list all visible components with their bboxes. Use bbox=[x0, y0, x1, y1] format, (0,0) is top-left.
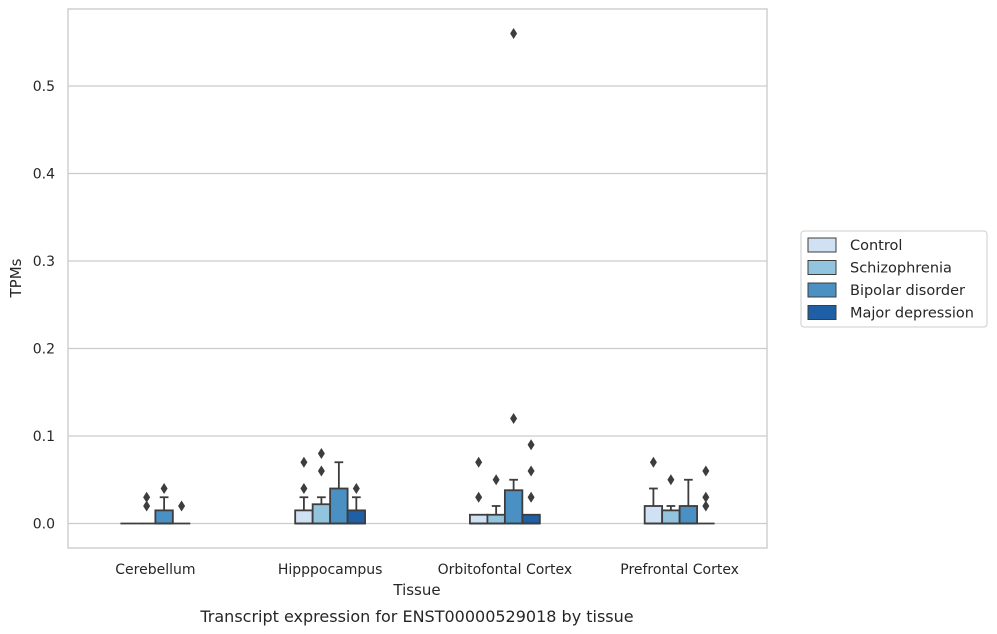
outlier-point bbox=[649, 456, 657, 468]
y-tick-labels: 0.0 0.1 0.2 0.3 0.4 0.5 bbox=[33, 79, 55, 533]
box-group bbox=[486, 505, 506, 525]
outlier-point bbox=[527, 465, 535, 477]
box-body bbox=[154, 509, 174, 525]
outlier-point bbox=[702, 491, 710, 503]
box-body bbox=[503, 489, 524, 525]
box-body bbox=[486, 513, 506, 525]
outlier-point bbox=[317, 448, 325, 459]
box-group bbox=[503, 478, 524, 525]
outlier-point bbox=[702, 465, 710, 477]
box-group bbox=[311, 496, 332, 525]
box-body bbox=[294, 509, 314, 525]
box-group bbox=[294, 496, 314, 525]
legend: Control Schizophrenia Bipolar disorder Majo… bbox=[800, 230, 988, 328]
x-axis-label: Tissue bbox=[392, 581, 440, 599]
y-tick-label: 0.5 bbox=[33, 79, 55, 95]
box-group bbox=[521, 513, 541, 525]
y-tick-label: 0.2 bbox=[33, 342, 55, 358]
box-group bbox=[678, 478, 699, 525]
box-group bbox=[329, 461, 349, 525]
box-body bbox=[521, 513, 541, 525]
outlier-point bbox=[527, 491, 535, 503]
y-tick-label: 0.1 bbox=[33, 429, 55, 445]
chart-caption: Transcript expression for ENST0000052901… bbox=[199, 607, 633, 626]
outlier-point bbox=[492, 474, 500, 486]
box-body bbox=[346, 509, 366, 525]
outlier-point bbox=[143, 500, 151, 512]
outlier-point bbox=[300, 483, 308, 494]
outlier-point bbox=[178, 500, 186, 512]
box-body bbox=[311, 503, 332, 525]
legend-label: Major depression bbox=[850, 306, 974, 322]
y-tick-label: 0.4 bbox=[33, 167, 55, 183]
outlier-point bbox=[475, 491, 483, 503]
box-layer bbox=[120, 461, 715, 525]
legend-swatch bbox=[807, 237, 837, 253]
outlier-point bbox=[667, 474, 675, 486]
outlier-point bbox=[475, 456, 483, 468]
legend-label: Bipolar disorder bbox=[850, 283, 965, 299]
outlier-point bbox=[143, 491, 151, 503]
box-body bbox=[329, 487, 349, 525]
outlier-layer bbox=[143, 28, 710, 512]
outlier-point bbox=[160, 483, 168, 494]
outlier-point bbox=[510, 413, 518, 424]
legend-swatch bbox=[807, 305, 837, 320]
plot-frame bbox=[67, 8, 768, 549]
legend-label: Schizophrenia bbox=[850, 261, 952, 277]
box-body bbox=[469, 513, 489, 525]
box-body bbox=[661, 509, 681, 525]
box-body bbox=[678, 505, 699, 525]
y-tick-label: 0.0 bbox=[33, 517, 55, 533]
legend-swatch bbox=[807, 282, 837, 298]
legend-frame bbox=[800, 230, 988, 328]
x-tick-labels: Cerebellum Hipppocampus Orbitofontal Corte… bbox=[115, 562, 739, 578]
outlier-point bbox=[702, 500, 710, 512]
outlier-point bbox=[300, 456, 308, 468]
y-axis-label: TPMs bbox=[7, 258, 25, 298]
outlier-point bbox=[527, 439, 535, 451]
box-group bbox=[661, 505, 681, 525]
box-group bbox=[643, 487, 664, 525]
x-tick-label: Cerebellum bbox=[115, 562, 195, 578]
box-group bbox=[346, 496, 366, 525]
y-tick-label: 0.3 bbox=[33, 254, 55, 270]
grid-layer bbox=[68, 85, 767, 525]
box-group bbox=[469, 513, 489, 525]
x-tick-label: Prefrontal Cortex bbox=[620, 562, 739, 578]
box-group bbox=[154, 496, 174, 525]
box-body bbox=[643, 505, 664, 525]
legend-swatch bbox=[807, 260, 837, 275]
outlier-point bbox=[352, 483, 360, 494]
x-tick-label: Hipppocampus bbox=[278, 562, 383, 578]
outlier-point bbox=[510, 28, 518, 39]
x-tick-label: Orbitofontal Cortex bbox=[438, 562, 573, 578]
legend-label: Control bbox=[850, 238, 902, 254]
outlier-point bbox=[317, 465, 325, 477]
